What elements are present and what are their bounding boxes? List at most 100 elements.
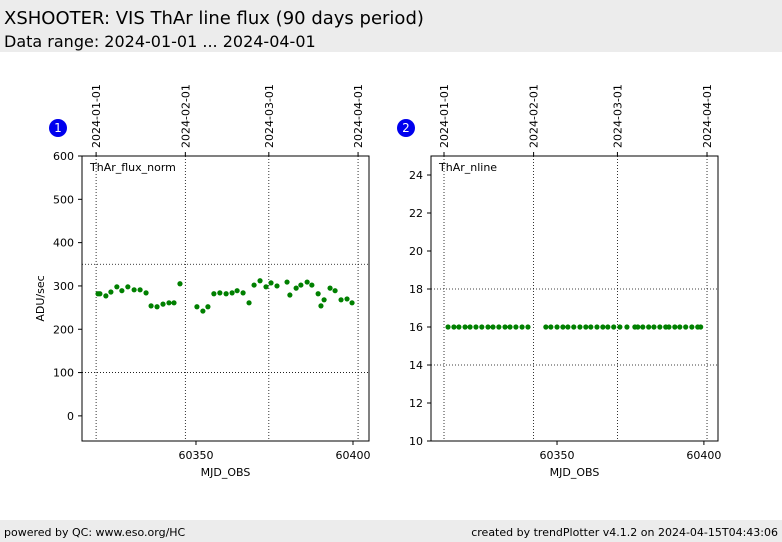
point	[246, 300, 252, 306]
point	[97, 291, 103, 297]
point	[223, 291, 229, 297]
point	[672, 324, 678, 330]
point	[456, 324, 462, 330]
x-tick-label: 60400	[686, 449, 721, 462]
point	[143, 290, 149, 296]
y-tick-label: 14	[409, 359, 423, 372]
y-axis-label: ADU/sec	[34, 275, 47, 321]
point	[666, 324, 672, 330]
point	[171, 300, 177, 306]
point	[548, 324, 554, 330]
point	[154, 304, 160, 310]
y-tick-label: 18	[409, 283, 423, 296]
point	[108, 289, 114, 295]
point	[293, 285, 299, 291]
point	[677, 324, 683, 330]
header-band	[0, 0, 782, 52]
point	[234, 288, 240, 294]
point	[284, 279, 290, 285]
point	[646, 324, 652, 330]
point	[617, 324, 623, 330]
point	[160, 301, 166, 307]
point	[611, 324, 617, 330]
point	[657, 324, 663, 330]
y-tick-label: 10	[409, 435, 423, 448]
point	[268, 280, 274, 286]
x2-tick-label: 2024-01-01	[438, 84, 451, 148]
x2-tick-label: 2024-04-01	[352, 84, 365, 148]
footer-band	[0, 520, 782, 542]
point	[513, 324, 519, 330]
point	[525, 324, 531, 330]
point	[194, 304, 200, 310]
point	[560, 324, 566, 330]
point	[137, 287, 143, 293]
point	[119, 288, 125, 294]
badge-circle	[49, 119, 67, 137]
y-tick-label: 100	[53, 367, 74, 380]
point	[605, 324, 611, 330]
x-tick-label: 60400	[335, 449, 370, 462]
point	[571, 324, 577, 330]
point	[166, 300, 172, 306]
point	[473, 324, 479, 330]
point	[502, 324, 508, 330]
point	[304, 279, 310, 285]
y-tick-label: 600	[53, 150, 74, 163]
point	[583, 324, 589, 330]
plot-frame	[81, 155, 370, 442]
point	[211, 291, 217, 297]
point	[148, 303, 154, 309]
x-tick-label: 60350	[178, 449, 213, 462]
point	[131, 287, 137, 293]
point	[274, 283, 280, 289]
point	[229, 290, 235, 296]
point	[445, 324, 451, 330]
x2-tick-label: 2024-03-01	[263, 84, 276, 148]
point	[318, 303, 324, 309]
badge-circle	[397, 119, 415, 137]
point	[689, 324, 695, 330]
point	[624, 324, 630, 330]
point	[344, 296, 350, 302]
y-tick-label: 20	[409, 245, 423, 258]
point	[462, 324, 468, 330]
point	[485, 324, 491, 330]
y-tick-label: 24	[409, 169, 423, 182]
point	[114, 284, 120, 290]
point	[103, 293, 109, 299]
point	[479, 324, 485, 330]
plot-frame	[430, 155, 719, 442]
x-axis-label: MJD_OBS	[550, 466, 600, 479]
point	[651, 324, 657, 330]
x2-tick-label: 2024-02-01	[528, 84, 541, 148]
point	[315, 291, 321, 297]
point	[298, 282, 304, 288]
point	[451, 324, 457, 330]
page-title: XSHOOTER: VIS ThAr line flux (90 days pe…	[4, 8, 424, 29]
y-tick-label: 0	[67, 410, 74, 423]
point	[338, 297, 344, 303]
badge-label: 2	[402, 121, 410, 135]
x2-tick-label: 2024-04-01	[701, 84, 714, 148]
point	[600, 324, 606, 330]
y-tick-label: 16	[409, 321, 423, 334]
point	[635, 324, 641, 330]
point	[490, 324, 496, 330]
point	[577, 324, 583, 330]
point	[200, 308, 206, 314]
page-subtitle: Data range: 2024-01-01 ... 2024-04-01	[4, 32, 316, 51]
point	[588, 324, 594, 330]
point	[125, 284, 131, 290]
y-tick-label: 300	[53, 280, 74, 293]
point	[309, 282, 315, 288]
point	[640, 324, 646, 330]
point	[332, 288, 338, 294]
point	[565, 324, 571, 330]
point	[683, 324, 689, 330]
point	[554, 324, 560, 330]
footer-left: powered by QC: www.eso.org/HC	[4, 526, 186, 539]
x-tick-label: 60350	[540, 449, 575, 462]
badge-label: 1	[54, 121, 62, 135]
x2-tick-label: 2024-03-01	[611, 84, 624, 148]
